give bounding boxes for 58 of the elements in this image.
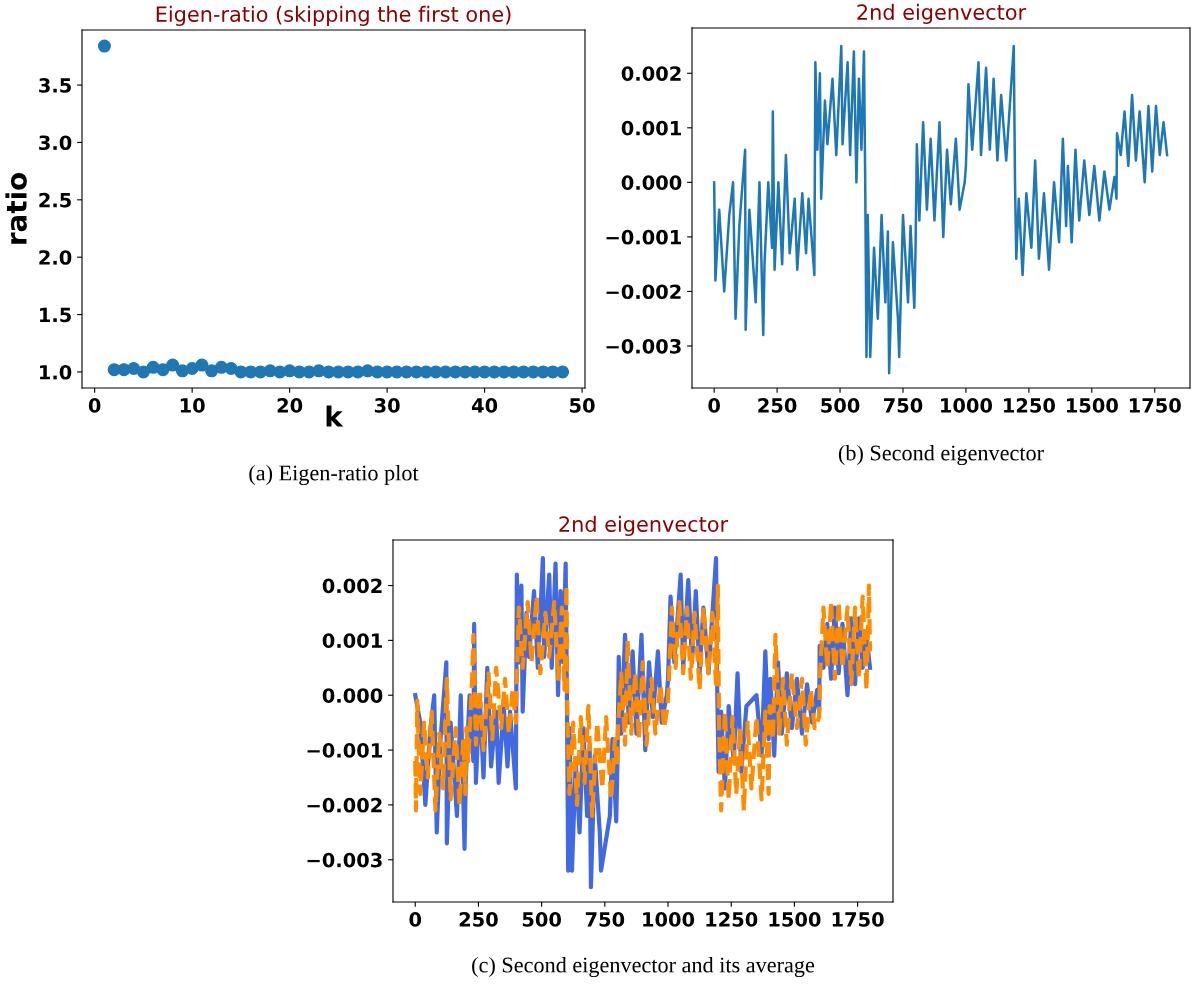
y-tick-label: −0.002 bbox=[606, 284, 681, 300]
text: (b) Second eigenvector bbox=[838, 444, 1044, 466]
x-tick-label: 1500 bbox=[1066, 398, 1118, 413]
y-tick-label: 3.0 bbox=[39, 135, 72, 151]
x-tick-label: 20 bbox=[277, 398, 303, 413]
y-tick-label: 1.0 bbox=[40, 364, 72, 380]
x-tick-label: 50 bbox=[570, 398, 595, 413]
y-tick-label: 1.5 bbox=[40, 307, 71, 323]
x-tick-label: 250 bbox=[459, 912, 498, 927]
point bbox=[97, 39, 111, 53]
y-tick-label: 0.001 bbox=[621, 120, 681, 136]
y-tick-label: 3.5 bbox=[39, 78, 71, 93]
line-series bbox=[712, 44, 1169, 375]
y-tick-label: −0.003 bbox=[606, 338, 681, 354]
x-tick-label: 0 bbox=[88, 398, 101, 413]
x-tick-label: 1500 bbox=[769, 912, 821, 927]
point bbox=[156, 363, 170, 377]
point bbox=[136, 365, 150, 379]
y-tick-label: −0.002 bbox=[307, 797, 382, 813]
y-tick-label: 2.5 bbox=[39, 192, 71, 208]
x-tick-label: 0 bbox=[409, 912, 422, 927]
text: (c) Second eigenvector and its average bbox=[472, 956, 815, 978]
x-tick-label: 750 bbox=[585, 912, 625, 927]
y-tick-label: 0.000 bbox=[621, 175, 682, 191]
x-tick-label: 1750 bbox=[1129, 398, 1181, 413]
y-tick-label: 0.001 bbox=[322, 633, 382, 649]
point bbox=[185, 361, 199, 375]
x-tick-label: 30 bbox=[374, 398, 400, 413]
x-tick-label: 500 bbox=[522, 912, 561, 927]
y-tick-label: 0.002 bbox=[621, 66, 681, 81]
line-series bbox=[413, 583, 873, 818]
y-tick-label: 2.0 bbox=[39, 250, 72, 265]
x-tick-label: 500 bbox=[821, 398, 860, 413]
y-tick-label: 0.000 bbox=[322, 688, 383, 703]
x-tick-label: 750 bbox=[883, 398, 923, 413]
y-tick-label: −0.001 bbox=[606, 229, 681, 245]
point bbox=[195, 358, 209, 372]
y-tick-label: −0.001 bbox=[307, 743, 382, 758]
point bbox=[556, 365, 570, 379]
chart-title: 2nd eigenvector bbox=[559, 515, 729, 536]
x-tick-label: 1250 bbox=[1004, 398, 1055, 413]
text: (a) Eigen-ratio plot bbox=[249, 464, 419, 486]
x-tick-label: 10 bbox=[180, 398, 205, 413]
point bbox=[166, 358, 180, 372]
y-tick-label: −0.003 bbox=[307, 852, 382, 868]
x-axis-title: k bbox=[326, 405, 344, 427]
y-axis-title: ratio bbox=[5, 173, 27, 244]
x-tick-label: 1750 bbox=[832, 912, 884, 927]
x-tick-label: 250 bbox=[758, 398, 797, 413]
point bbox=[224, 361, 238, 375]
x-tick-label: 1000 bbox=[941, 398, 993, 413]
chart-title: Eigen-ratio (skipping the first one) bbox=[156, 5, 511, 26]
x-tick-label: 1250 bbox=[706, 912, 758, 927]
x-tick-label: 1000 bbox=[643, 912, 695, 927]
x-tick-label: 40 bbox=[471, 398, 498, 413]
chart-title: 2nd eigenvector bbox=[857, 3, 1027, 24]
x-tick-label: 0 bbox=[708, 398, 720, 413]
y-tick-label: 0.002 bbox=[322, 578, 382, 594]
